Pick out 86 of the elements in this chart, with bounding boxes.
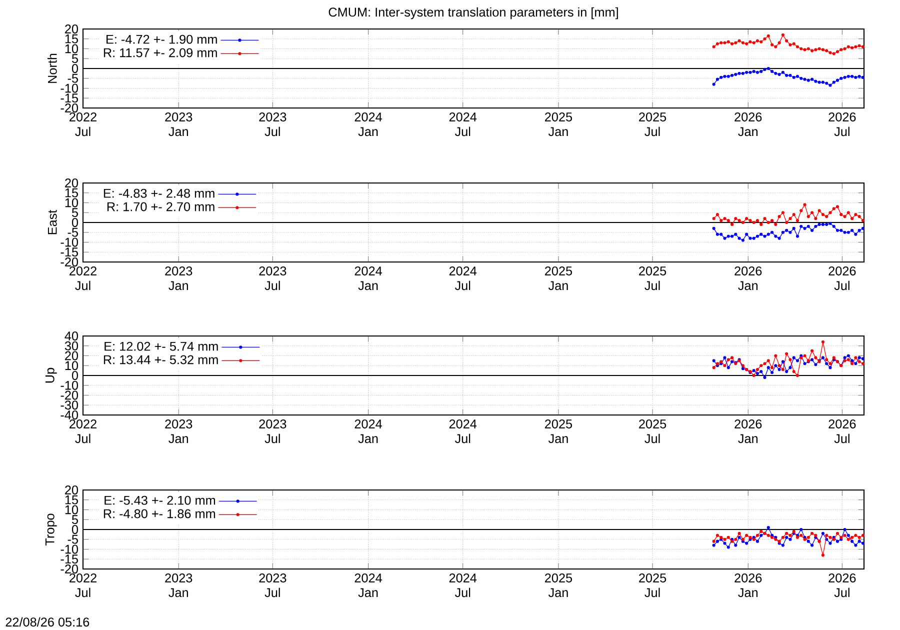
x-tick-label: 2026 Jul — [828, 266, 856, 290]
y-tick-label: 15 — [65, 188, 78, 198]
x-tick-label: 2024 Jul — [449, 419, 477, 444]
x-tick-label: 2025 Jan — [545, 112, 572, 136]
y-tick-label: 10 — [65, 198, 78, 208]
x-tick-label: 2025 Jul — [639, 419, 666, 444]
y-tick-label: -10 — [60, 544, 78, 554]
x-tick-label: 2022 Jul — [70, 266, 96, 290]
x-tick-label: 2025 Jan — [545, 266, 572, 290]
x-tick-label: 2025 Jul — [639, 112, 666, 136]
x-tick-label: 2025 Jul — [639, 266, 666, 290]
y-tick-label: 20 — [65, 178, 78, 188]
legend-label: R: 11.57 +- 2.09 mm — [104, 48, 217, 58]
y-tick-label: 20 — [65, 351, 78, 360]
y-tick-label: -15 — [60, 94, 78, 103]
y-tick-label: -5 — [68, 534, 78, 544]
x-tick-label: 2026 Jan — [734, 266, 762, 290]
y-tick-label: -5 — [68, 228, 78, 237]
legend-label: E: -4.72 +- 1.90 mm — [106, 34, 217, 44]
legend-label: R: -4.80 +- 1.86 mm — [104, 509, 216, 518]
y-tick-label: 15 — [65, 34, 78, 44]
x-tick-label: 2024 Jan — [354, 573, 382, 598]
x-tick-label: 2023 Jul — [259, 112, 286, 136]
y-tick-label: -40 — [60, 410, 78, 420]
x-tick-label: 2025 Jan — [545, 419, 572, 444]
y-tick-label: 20 — [65, 24, 78, 34]
x-tick-label: 2026 Jul — [828, 112, 856, 136]
y-tick-label: 10 — [65, 44, 78, 54]
x-tick-label: 2024 Jan — [354, 266, 382, 290]
x-tick-label: 2023 Jul — [259, 419, 286, 444]
x-tick-label: 2023 Jul — [259, 573, 286, 598]
x-tick-label: 2022 Jul — [70, 112, 96, 136]
y-tick-label: 0 — [72, 524, 78, 534]
y-tick-label: 30 — [64, 341, 78, 350]
y-tick-label: 10 — [65, 505, 78, 514]
y-tick-label: 0 — [72, 371, 78, 380]
x-tick-label: 2026 Jul — [828, 419, 856, 444]
y-axis-title: Tropo — [45, 514, 57, 546]
x-tick-label: 2022 Jul — [70, 419, 96, 444]
chart-title: CMUM: Inter-system translation parameters in [mm] — [328, 7, 618, 20]
x-tick-label: 2023 Jan — [165, 573, 192, 598]
y-tick-label: -15 — [60, 248, 78, 257]
y-tick-label: -15 — [60, 554, 78, 564]
y-tick-label: 40 — [64, 331, 78, 340]
x-tick-label: 2026 Jan — [734, 112, 762, 136]
y-tick-label: -10 — [60, 380, 78, 390]
y-axis-title: East — [48, 210, 57, 234]
y-tick-label: 5 — [72, 54, 78, 64]
legend-label: E: 12.02 +- 5.74 mm — [104, 342, 218, 351]
x-tick-label: 2026 Jan — [734, 419, 762, 444]
y-tick-label: -20 — [60, 258, 78, 266]
y-axis-title: North — [48, 54, 57, 83]
x-tick-label: 2024 Jan — [354, 112, 382, 136]
x-tick-label: 2025 Jul — [639, 573, 666, 598]
legend-label: R: 1.70 +- 2.70 mm — [107, 202, 214, 212]
y-tick-label: -20 — [60, 564, 78, 574]
x-tick-label: 2023 Jan — [165, 419, 192, 444]
legend-label: E: -5.43 +- 2.10 mm — [104, 496, 216, 505]
legend-label: R: 13.44 +- 5.32 mm — [104, 355, 218, 364]
text: 22/08/26 05:16 — [6, 617, 90, 627]
y-tick-label: -30 — [60, 400, 78, 410]
legend-label: E: -4.83 +- 2.48 mm — [104, 188, 214, 198]
x-tick-label: 2023 Jan — [165, 112, 192, 136]
x-tick-label: 2025 Jan — [545, 573, 572, 598]
y-tick-label: -10 — [60, 84, 78, 93]
x-tick-label: 2024 Jan — [354, 419, 382, 444]
y-tick-label: 5 — [72, 515, 78, 524]
y-tick-label: 0 — [72, 64, 78, 73]
y-tick-label: -20 — [60, 104, 78, 112]
y-tick-label: 5 — [72, 208, 78, 218]
x-tick-label: 2026 Jul — [828, 573, 856, 598]
x-tick-label: 2022 Jul — [70, 573, 96, 598]
x-tick-label: 2023 Jan — [165, 266, 192, 290]
x-tick-label: 2026 Jan — [734, 573, 762, 598]
y-tick-label: -5 — [68, 74, 78, 83]
y-tick-label: -10 — [60, 238, 78, 247]
x-tick-label: 2024 Jul — [449, 573, 477, 598]
y-tick-label: 15 — [65, 495, 78, 504]
y-tick-label: 20 — [65, 485, 78, 494]
x-tick-label: 2023 Jul — [259, 266, 286, 290]
x-tick-label: 2024 Jul — [449, 266, 477, 290]
y-tick-label: 10 — [65, 361, 78, 370]
x-tick-label: 2024 Jul — [449, 112, 477, 136]
y-tick-label: -20 — [60, 390, 78, 400]
y-tick-label: 0 — [72, 218, 78, 227]
y-axis-title: Up — [45, 368, 57, 383]
